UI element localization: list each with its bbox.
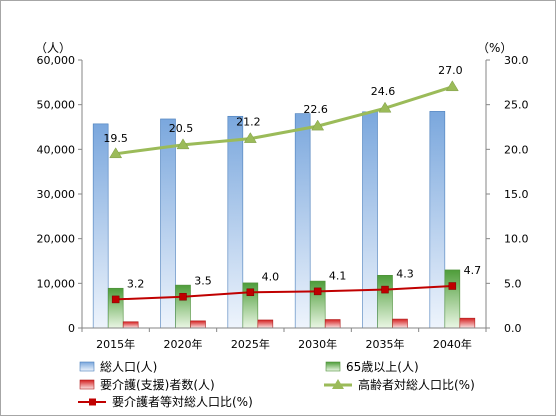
triangle-marker (311, 119, 325, 131)
legend-square-marker (89, 398, 96, 406)
bar (227, 115, 244, 329)
data-label: 24.6 (371, 85, 396, 98)
series-line (115, 285, 453, 301)
left-tick-label: 10,000 (37, 277, 76, 290)
bar (444, 269, 461, 329)
square-marker (448, 282, 457, 290)
bar (92, 123, 109, 329)
legend-label: 高齢者対総人口比(%) (358, 377, 475, 392)
x-axis-ticks: 2015年 2020年 2025年 2030年 2035年 2040年 (96, 337, 472, 351)
triangle-marker (378, 101, 392, 113)
x-tick-label: 2040年 (433, 337, 472, 351)
x-tick-label: 2030年 (298, 337, 337, 351)
legend-swatch (79, 361, 95, 372)
x-tick-label: 2025年 (231, 337, 270, 351)
bar (429, 111, 446, 329)
legend-swatch (325, 361, 341, 372)
legend-label: 要介護(支援)者数(人) (100, 377, 215, 392)
data-label: 27.0 (438, 64, 463, 77)
bar-series (92, 111, 476, 329)
bar (107, 287, 124, 329)
data-label: 3.2 (127, 277, 145, 290)
line-series: 19.5 20.5 21.2 22.6 24.6 27.0 3.2 3.5 4.0 4.1 4.3 4… (103, 64, 482, 304)
data-label: 4.1 (329, 269, 347, 282)
legend-label: 総人口(人) (100, 360, 157, 374)
legend-triangle-marker (332, 379, 344, 389)
x-tick-label: 2035年 (366, 337, 405, 351)
bar (459, 317, 476, 329)
left-tick-label: 30,000 (37, 188, 76, 201)
right-tick-label: 0.0 (504, 322, 522, 335)
x-tick-label: 2020年 (164, 337, 203, 351)
legend-label: 65歳以上(人) (346, 360, 419, 374)
triangle-marker (445, 80, 459, 92)
triangle-marker (109, 147, 123, 159)
bar (362, 111, 378, 329)
series-line (115, 85, 453, 156)
square-marker (381, 285, 389, 294)
right-tick-label: 25.0 (504, 99, 529, 112)
right-tick-label: 15.0 (504, 188, 529, 201)
legend-swatch (79, 379, 95, 390)
data-label: 4.0 (262, 270, 280, 283)
right-axis-ticks: 0.0 5.0 10.0 15.0 20.0 25.0 30.0 (504, 54, 529, 335)
x-tick-label: 2015年 (96, 337, 135, 351)
bar (324, 319, 341, 329)
right-tick-label: 30.0 (504, 54, 529, 67)
data-label: 19.5 (103, 132, 128, 145)
data-label: 20.5 (169, 122, 194, 135)
bar (294, 113, 311, 329)
square-marker (313, 287, 322, 296)
right-tick-label: 10.0 (504, 233, 529, 246)
left-tick-label: 50,000 (37, 99, 76, 112)
right-tick-label: 20.0 (504, 143, 529, 156)
data-label: 4.3 (396, 268, 414, 281)
right-axis-unit: （%） (477, 41, 512, 55)
left-tick-label: 60,000 (37, 54, 76, 67)
left-tick-label: 40,000 (37, 143, 76, 156)
data-label: 3.5 (194, 275, 212, 288)
bar (392, 318, 408, 329)
square-marker (179, 292, 187, 301)
left-tick-label: 20,000 (37, 233, 76, 246)
bar (257, 319, 274, 329)
legend-label: 要介護者等対総人口比(%) (112, 394, 253, 409)
data-label: 4.7 (464, 264, 482, 277)
right-tick-label: 5.0 (504, 277, 522, 290)
bar (377, 274, 393, 329)
axes (78, 59, 490, 332)
triangle-marker (176, 138, 190, 150)
left-axis-unit: （人） (35, 41, 71, 55)
left-axis-ticks: 0 10,000 20,000 30,000 40,000 50,000 60,000 (37, 54, 76, 335)
bar (190, 320, 206, 329)
bar (175, 284, 191, 329)
left-tick-label: 0 (68, 322, 75, 335)
square-marker (246, 288, 255, 297)
triangle-marker (243, 132, 257, 143)
legend: 総人口(人) 65歳以上(人) 要介護(支援)者数(人) 高齢者対総人口比(%) 要介護… (78, 360, 475, 409)
bar (122, 321, 139, 329)
data-label: 22.6 (303, 103, 328, 116)
data-label: 21.2 (236, 116, 261, 129)
square-marker (111, 295, 120, 304)
